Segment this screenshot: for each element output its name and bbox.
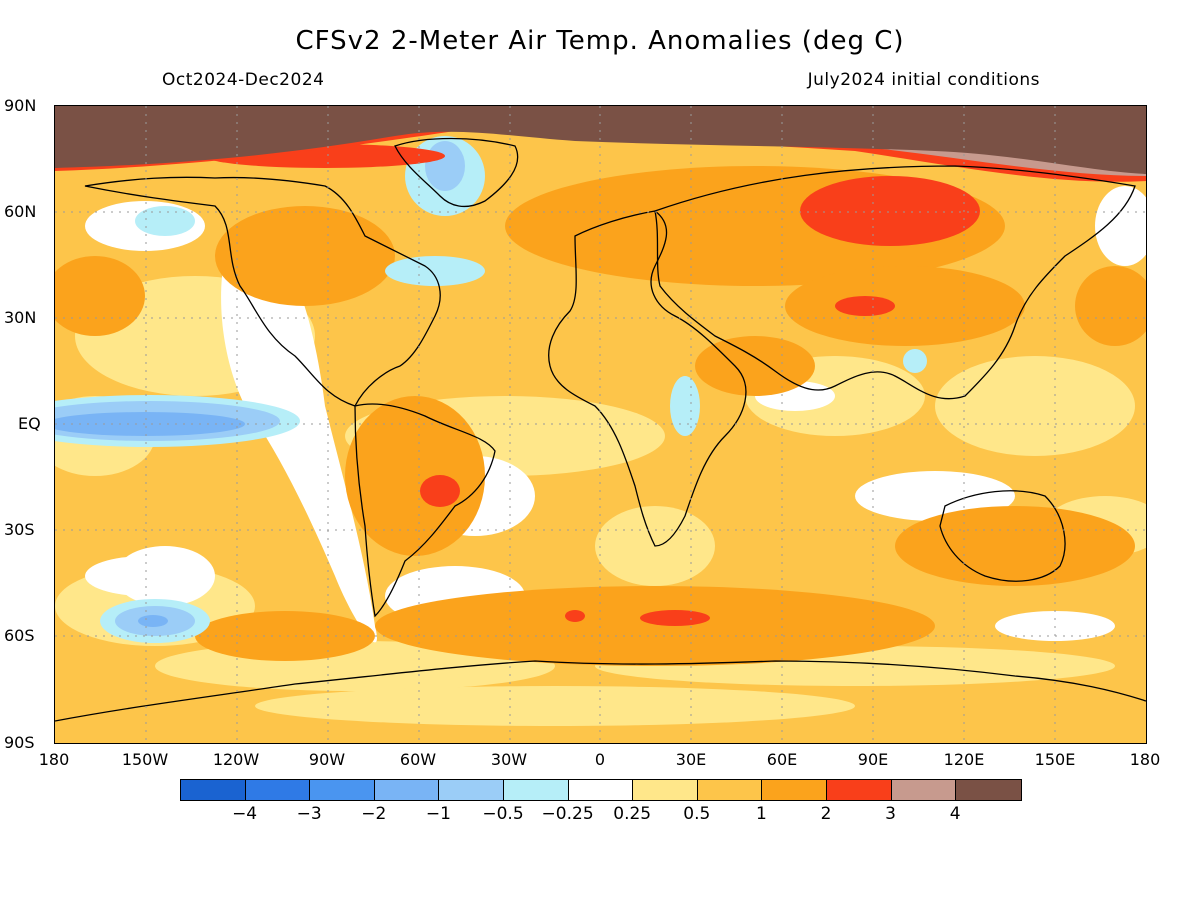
antarctica-outline (55, 660, 1146, 722)
lon-label-150w: 150W (121, 750, 169, 769)
lon-label-90w: 90W (308, 750, 346, 769)
colorbar-tick-label: −4 (232, 804, 258, 824)
graticule (55, 106, 1146, 743)
colorbar-tick-label: 3 (885, 804, 897, 824)
south-america-outline (354, 403, 496, 618)
lon-label-90e: 90E (857, 750, 889, 769)
colorbar-tick-label: 0.25 (613, 804, 652, 824)
colorbar-tick-label: 2 (820, 804, 832, 824)
map-canvas (55, 106, 1146, 743)
lon-label-0: 0 (594, 750, 606, 769)
lon-label-180w: 180 (38, 750, 70, 769)
lon-label-120e: 120E (943, 750, 985, 769)
lat-label-30n: 30N (4, 308, 37, 327)
colorbar-swatch (633, 780, 698, 800)
colorbar-tick-label: −1 (425, 804, 451, 824)
chart-title: CFSv2 2-Meter Air Temp. Anomalies (deg C… (295, 26, 905, 56)
lon-label-60w: 60W (399, 750, 437, 769)
colorbar-swatch (245, 780, 311, 800)
anomaly-map (54, 105, 1147, 744)
colorbar-swatch (439, 780, 504, 800)
colorbar-tick-label: −3 (296, 804, 322, 824)
lat-label-60n: 60N (4, 202, 37, 221)
colorbar-swatch (891, 780, 957, 800)
lon-label-120w: 120W (212, 750, 260, 769)
colorbar-swatch (374, 780, 440, 800)
greenland-outline (394, 137, 519, 208)
colorbar-tick-label: 0.5 (683, 804, 711, 824)
lon-label-30e: 30E (675, 750, 707, 769)
coastlines (55, 137, 1146, 722)
colorbar-swatch (568, 780, 634, 800)
colorbar-swatch (697, 780, 763, 800)
lat-label-eq: EQ (18, 414, 41, 433)
lat-label-90n: 90N (4, 96, 37, 115)
colorbar-tick-label: 4 (949, 804, 961, 824)
colorbar-swatch (826, 780, 892, 800)
colorbar-tick-label: −2 (361, 804, 387, 824)
colorbar-swatch (310, 780, 375, 800)
colorbar-swatch (956, 780, 1021, 800)
lon-label-30w: 30W (490, 750, 528, 769)
initial-conditions: July2024 initial conditions (807, 70, 1040, 90)
colorbar (180, 779, 1022, 801)
moderate-warm-regions (55, 166, 1146, 666)
asia-outline (654, 165, 1136, 400)
colorbar-swatch (503, 780, 569, 800)
lon-label-150e: 150E (1034, 750, 1076, 769)
colorbar-swatch (762, 780, 827, 800)
colorbar-tick-label: 1 (755, 804, 767, 824)
lat-label-60s: 60S (4, 626, 35, 645)
lat-label-90s: 90S (4, 733, 35, 752)
north-america-outline (84, 176, 441, 407)
lon-label-60e: 60E (766, 750, 798, 769)
forecast-period: Oct2024-Dec2024 (162, 70, 325, 90)
colorbar-tick-label: −0.5 (482, 804, 524, 824)
lat-label-30s: 30S (4, 520, 35, 539)
colorbar-swatch (181, 780, 246, 800)
lon-label-180e: 180 (1129, 750, 1161, 769)
colorbar-tick-label: −0.25 (541, 804, 594, 824)
afro-eurasia-west-outline (548, 210, 747, 547)
